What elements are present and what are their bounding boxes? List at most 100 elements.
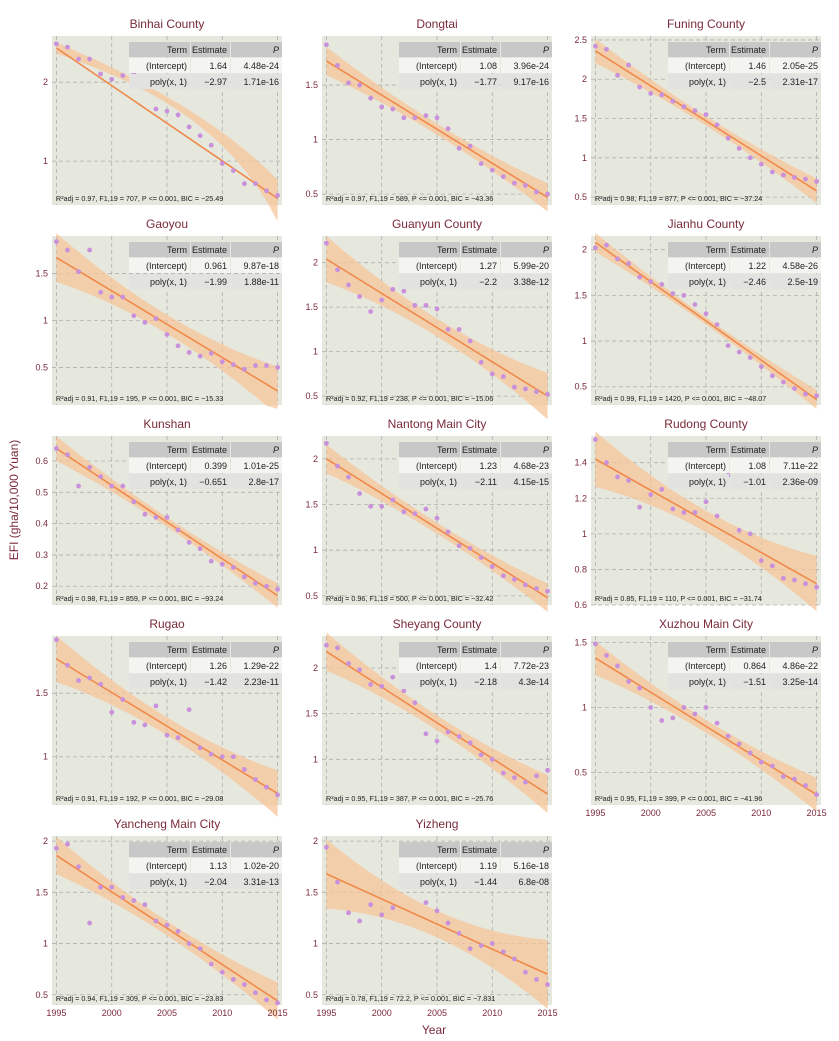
data-point	[346, 474, 351, 480]
data-point	[87, 675, 92, 681]
table-header-text: Estimate	[192, 445, 227, 455]
table-header-text: Estimate	[462, 45, 497, 55]
data-point	[120, 483, 126, 489]
table-cell	[730, 458, 769, 473]
table-cell	[399, 674, 460, 689]
table-header-text: P	[812, 45, 818, 55]
table-cell	[668, 474, 729, 489]
table-cell-text: 3.96e-24	[513, 61, 549, 71]
data-point	[186, 350, 192, 355]
data-point	[670, 506, 676, 512]
table-header-cell	[461, 242, 500, 257]
table-cell	[231, 858, 282, 873]
data-point	[65, 452, 70, 458]
stats-annotation: R²adj = 0.94, F1,19 = 309, P <= 0.001, B…	[56, 994, 223, 1003]
stats-annotation: R²adj = 0.98, F1,19 = 859, P <= 0.001, B…	[56, 594, 223, 603]
data-point	[703, 112, 709, 118]
data-point	[534, 389, 539, 395]
table-cell	[399, 874, 460, 889]
table-cell	[399, 474, 460, 489]
data-point	[186, 124, 192, 130]
y-tick-label: 1	[43, 752, 48, 762]
data-point	[648, 492, 654, 498]
data-point	[814, 393, 819, 399]
data-point	[230, 565, 236, 570]
data-point	[324, 240, 329, 246]
data-point	[467, 740, 473, 746]
table-header-text: Estimate	[731, 45, 766, 55]
data-point	[512, 775, 517, 780]
data-point	[604, 242, 609, 248]
table-header-text: P	[543, 445, 549, 455]
table-header-cell	[231, 442, 282, 457]
table-cell-text: (Intercept)	[685, 261, 726, 271]
panel-jianhu-county: 0.5 1 1.5 2 Jianhu County Term Estimate P (Inter…	[574, 217, 821, 409]
regression-line	[55, 47, 279, 200]
data-point	[604, 653, 609, 658]
table-cell	[129, 874, 190, 889]
data-point	[401, 688, 407, 694]
stats-annotation: R²adj = 0.91, F1,19 = 192, P <= 0.001, B…	[56, 794, 223, 803]
data-point	[500, 174, 506, 180]
y-tick-label: 1	[313, 347, 318, 357]
data-point	[500, 770, 506, 776]
data-point	[736, 146, 742, 151]
data-point	[253, 580, 258, 586]
data-point	[781, 379, 786, 385]
data-point	[253, 363, 258, 368]
y-tick-label: 2.5	[574, 35, 587, 45]
data-point	[197, 546, 203, 552]
table-cell	[129, 674, 190, 689]
y-tick-label: 1.5	[35, 887, 48, 897]
table-cell-text: (Intercept)	[685, 461, 726, 471]
data-point	[434, 908, 440, 914]
data-point	[164, 922, 170, 928]
data-point	[626, 478, 631, 483]
panel-title: Kunshan	[143, 417, 190, 431]
data-point	[423, 113, 429, 118]
data-point	[76, 269, 81, 275]
panel-title: Rugao	[149, 617, 185, 631]
table-cell-text: poly(x, 1)	[420, 277, 457, 287]
regression-line	[594, 50, 818, 192]
data-point	[175, 343, 181, 349]
y-tick-label: 0.4	[35, 519, 48, 529]
table-cell-text: −1.99	[204, 277, 227, 287]
x-tick-label: 2015	[538, 1008, 558, 1018]
table-header-cell	[770, 642, 821, 657]
data-point	[648, 279, 654, 285]
table-cell-text: −2.04	[204, 877, 227, 887]
data-point	[335, 267, 340, 273]
data-point	[142, 319, 148, 325]
data-point	[208, 751, 214, 757]
table-header-text: Term	[167, 845, 187, 855]
data-point	[523, 969, 528, 975]
data-point	[523, 582, 528, 588]
table-cell-text: 1.71e-16	[243, 77, 279, 87]
panel-yancheng-main-city: 0.5 1 1.5 2 1995 2000 2005 2010 2015 Yancheng Mai…	[35, 817, 288, 1020]
table-cell	[770, 658, 821, 673]
data-point	[445, 529, 451, 535]
data-point	[357, 294, 362, 299]
table-header-cell	[129, 442, 190, 457]
data-point	[54, 637, 59, 643]
table-header-cell	[191, 242, 230, 257]
data-point	[692, 510, 698, 515]
data-point	[758, 161, 764, 167]
table-cell-text: 4.48e-24	[243, 61, 279, 71]
regression-line	[55, 854, 279, 1002]
table-cell	[668, 74, 729, 89]
regression-line	[325, 458, 549, 599]
table-header-text: Term	[706, 645, 726, 655]
table-header-cell	[668, 642, 729, 657]
table-cell-text: (Intercept)	[146, 61, 187, 71]
panel-title: Guanyun County	[392, 217, 482, 231]
data-point	[109, 76, 115, 82]
data-point	[242, 366, 247, 372]
data-point	[87, 920, 92, 926]
table-cell	[399, 58, 460, 73]
panel-title: Funing County	[667, 17, 745, 31]
data-point	[434, 738, 440, 744]
table-cell-text: −2.11	[475, 477, 497, 487]
data-point	[626, 261, 631, 266]
